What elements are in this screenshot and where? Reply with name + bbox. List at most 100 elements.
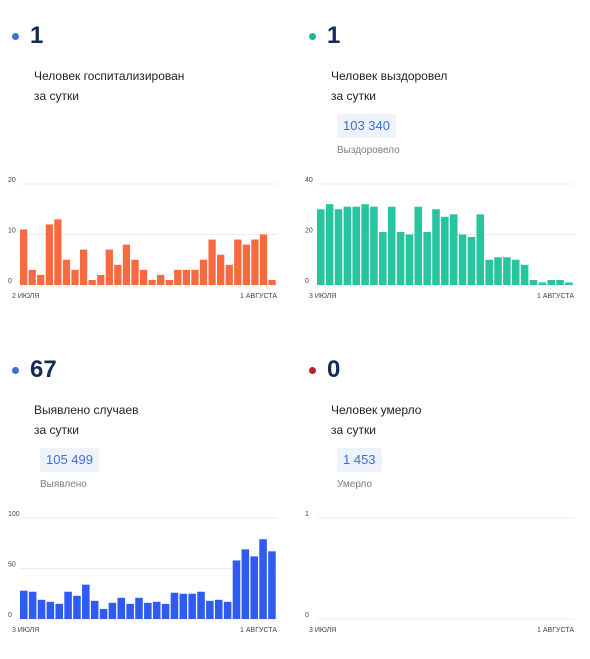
bar	[467, 237, 476, 285]
total-label: Умерло	[337, 479, 373, 490]
bar	[520, 264, 529, 285]
bar	[37, 599, 46, 619]
bar	[152, 601, 161, 619]
bar	[511, 259, 520, 285]
bar	[28, 591, 37, 619]
bar	[396, 231, 405, 285]
bar	[259, 234, 268, 285]
bar	[99, 608, 108, 619]
bar	[225, 264, 233, 285]
caption-line: за сутки	[331, 89, 376, 103]
bar	[37, 274, 45, 285]
bar	[64, 591, 72, 619]
caption-line: за сутки	[331, 423, 376, 437]
caption-line: Человек выздоровел	[331, 69, 448, 83]
total-label: Выявлено	[40, 479, 87, 490]
panel-deaths: 0 Человек умерло за сутки 1 453 Умерло 0…	[297, 334, 587, 659]
bar	[174, 269, 182, 285]
bar	[217, 254, 225, 285]
y-tick-label: 50	[8, 562, 16, 569]
x-tick-label-start: 3 ИЮЛЯ	[12, 627, 39, 634]
panel-cases: 67 Выявлено случаев за сутки 105 499 Выя…	[0, 334, 290, 659]
bar	[20, 229, 28, 285]
bar	[62, 259, 71, 285]
caption: Выявлено случаев за сутки	[34, 400, 274, 440]
bar	[28, 269, 36, 285]
bar	[188, 593, 196, 619]
bar-chart: 0 20 40 3 ИЮЛЯ 1 АВГУСТА	[305, 177, 574, 300]
daily-count: 1	[30, 22, 44, 49]
bar	[214, 599, 223, 619]
bar	[379, 231, 387, 285]
x-tick-label-start: 3 ИЮЛЯ	[309, 627, 336, 634]
bar	[117, 597, 126, 619]
y-tick-label: 10	[8, 228, 16, 235]
bar	[54, 219, 62, 285]
bar	[556, 279, 564, 285]
bar	[144, 602, 152, 619]
bar	[206, 600, 214, 619]
bar	[126, 603, 134, 619]
bar	[73, 595, 81, 619]
y-tick-label: 0	[305, 278, 309, 285]
bar	[46, 601, 55, 619]
bar	[250, 556, 258, 619]
bar	[90, 600, 99, 619]
bar	[135, 597, 143, 619]
bar	[449, 214, 458, 285]
caption-line: за сутки	[34, 89, 79, 103]
bar	[387, 206, 396, 285]
bar-chart: 0 10 20 2 ИЮЛЯ 1 АВГУСТА	[8, 177, 277, 300]
bar	[165, 279, 173, 285]
bar	[97, 274, 105, 285]
y-tick-label: 100	[8, 511, 20, 518]
bar	[148, 279, 156, 285]
bar	[79, 249, 88, 285]
daily-count: 1	[327, 22, 341, 49]
bar	[114, 264, 122, 285]
bar	[197, 591, 205, 619]
total-badge: 1 453	[337, 448, 382, 472]
bar	[432, 209, 440, 285]
bar	[108, 602, 117, 619]
bar	[565, 282, 573, 285]
bar	[161, 603, 170, 619]
caption: Человек выздоровел за сутки	[331, 66, 571, 106]
bar	[208, 239, 216, 285]
bar	[71, 269, 79, 285]
x-tick-label-end: 1 АВГУСТА	[537, 293, 574, 300]
bar	[352, 206, 361, 285]
bar	[82, 584, 90, 619]
panel-header: 0	[309, 358, 340, 382]
panel-header: 67	[12, 358, 57, 382]
bar	[529, 279, 538, 285]
bar	[494, 257, 502, 285]
y-tick-label: 0	[305, 612, 309, 619]
bar	[182, 269, 191, 285]
y-tick-label: 0	[8, 612, 12, 619]
panel-header: 1	[12, 24, 43, 48]
bar	[268, 551, 276, 619]
panel-header: 1	[309, 24, 340, 48]
bar	[268, 279, 276, 285]
bar-chart: 0 1 3 ИЮЛЯ 1 АВГУСТА	[305, 511, 574, 634]
status-dot-icon	[309, 366, 316, 374]
bar	[423, 231, 431, 285]
status-dot-icon	[309, 32, 316, 40]
caption-line: Выявлено случаев	[34, 403, 139, 417]
bar	[241, 549, 250, 619]
bar	[361, 204, 369, 285]
bar	[191, 269, 199, 285]
bar	[139, 269, 148, 285]
bar	[157, 274, 165, 285]
bar	[55, 603, 64, 619]
y-tick-label: 1	[305, 511, 309, 518]
y-tick-label: 40	[305, 177, 313, 184]
x-tick-label-start: 3 ИЮЛЯ	[309, 293, 336, 300]
bar-chart: 0 50 100 3 ИЮЛЯ 1 АВГУСТА	[8, 511, 277, 634]
bar	[232, 560, 241, 619]
bar	[370, 206, 378, 285]
x-tick-label-end: 1 АВГУСТА	[537, 627, 574, 634]
bar	[179, 593, 188, 619]
y-tick-label: 20	[8, 177, 16, 184]
